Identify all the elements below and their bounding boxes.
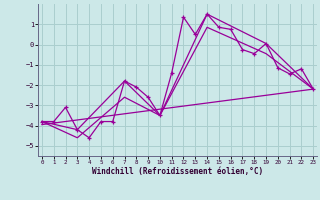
X-axis label: Windchill (Refroidissement éolien,°C): Windchill (Refroidissement éolien,°C) [92,167,263,176]
